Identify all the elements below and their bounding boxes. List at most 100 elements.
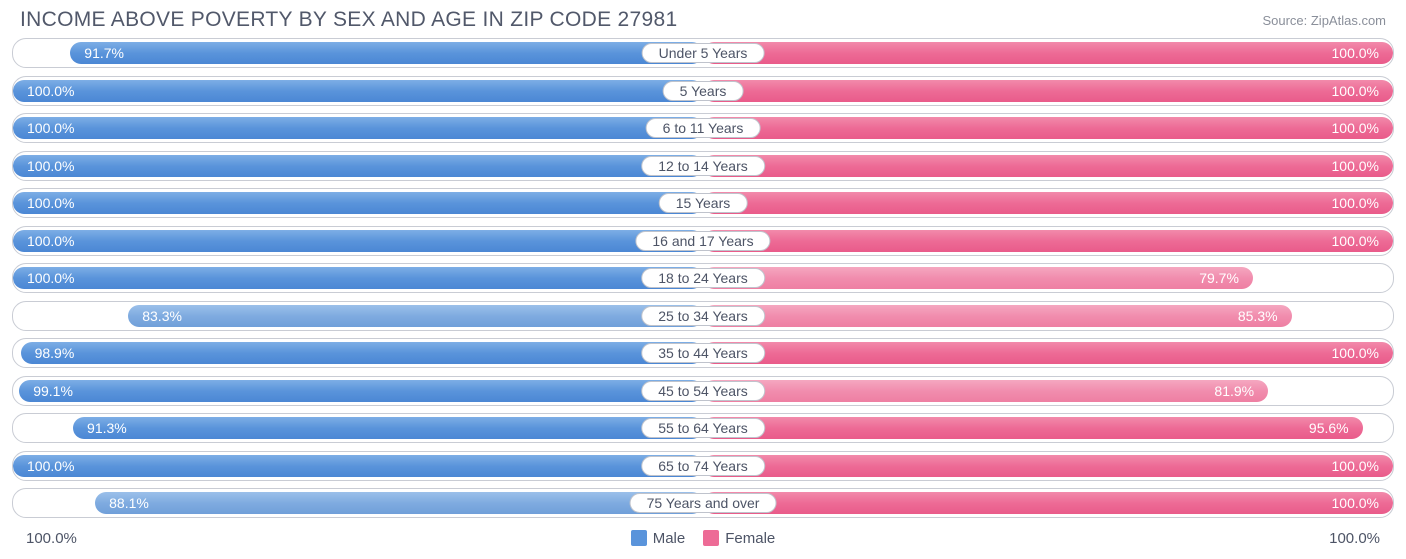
chart-row: 100.0%100.0%12 to 14 Years <box>12 151 1394 181</box>
chart-source: Source: ZipAtlas.com <box>1262 13 1386 28</box>
female-value: 100.0% <box>1332 120 1379 136</box>
female-half: 100.0% <box>703 152 1393 180</box>
male-half: 100.0% <box>13 77 703 105</box>
female-bar: 85.3% <box>703 305 1292 327</box>
age-label: Under 5 Years <box>642 43 765 63</box>
male-value: 99.1% <box>33 383 73 399</box>
male-bar: 91.7% <box>70 42 703 64</box>
male-half: 83.3% <box>13 302 703 330</box>
male-value: 98.9% <box>35 345 75 361</box>
female-half: 100.0% <box>703 77 1393 105</box>
age-label: 45 to 54 Years <box>641 381 765 401</box>
female-value: 79.7% <box>1199 270 1239 286</box>
female-half: 95.6% <box>703 414 1393 442</box>
male-bar: 100.0% <box>13 155 703 177</box>
male-half: 100.0% <box>13 227 703 255</box>
chart-row: 91.3% 95.6% 55 to 64 Years <box>12 413 1394 443</box>
chart-row: 100.0%100.0%15 Years <box>12 188 1394 218</box>
male-value: 100.0% <box>27 270 74 286</box>
female-bar: 100.0% <box>703 230 1393 252</box>
male-bar: 100.0% <box>13 455 703 477</box>
female-value: 100.0% <box>1332 83 1379 99</box>
female-bar: 79.7% <box>703 267 1253 289</box>
female-bar: 100.0% <box>703 492 1393 514</box>
male-half: 100.0% <box>13 452 703 480</box>
female-half: 85.3% <box>703 302 1393 330</box>
female-bar: 81.9% <box>703 380 1268 402</box>
age-label: 6 to 11 Years <box>646 118 761 138</box>
chart-row: 100.0% 100.0% 6 to 11 Years <box>12 113 1394 143</box>
female-bar: 100.0% <box>703 155 1393 177</box>
chart-header: INCOME ABOVE POVERTY BY SEX AND AGE IN Z… <box>0 0 1406 34</box>
chart-row: 100.0%100.0%16 and 17 Years <box>12 226 1394 256</box>
female-half: 79.7% <box>703 264 1393 292</box>
legend-male: Male <box>631 530 686 547</box>
legend-male-label: Male <box>653 530 686 547</box>
chart-row: 99.1% 81.9%45 to 54 Years <box>12 376 1394 406</box>
female-bar: 100.0% <box>703 80 1393 102</box>
male-half: 98.9% <box>13 339 703 367</box>
age-label: 55 to 64 Years <box>641 418 765 438</box>
female-value: 100.0% <box>1332 158 1379 174</box>
female-bar: 100.0% <box>703 455 1393 477</box>
male-half: 100.0% <box>13 114 703 142</box>
legend-female-label: Female <box>725 530 775 547</box>
male-bar: 91.3% <box>73 417 703 439</box>
female-bar: 95.6% <box>703 417 1363 439</box>
male-value: 100.0% <box>27 458 74 474</box>
age-label: 18 to 24 Years <box>641 268 765 288</box>
age-label: 5 Years <box>663 81 744 101</box>
male-bar: 100.0% <box>13 192 703 214</box>
male-bar: 83.3% <box>128 305 703 327</box>
female-value: 100.0% <box>1332 345 1379 361</box>
chart-row: 91.7% 100.0% Under 5 Years <box>12 38 1394 68</box>
female-half: 100.0% <box>703 39 1393 67</box>
female-half: 100.0% <box>703 489 1393 517</box>
male-value: 91.7% <box>84 45 124 61</box>
swatch-female-icon <box>703 530 719 546</box>
male-value: 91.3% <box>87 420 127 436</box>
age-label: 16 and 17 Years <box>635 231 770 251</box>
male-half: 91.7% <box>13 39 703 67</box>
chart-row: 100.0% 100.0% 5 Years <box>12 76 1394 106</box>
male-bar: 99.1% <box>19 380 703 402</box>
male-value: 88.1% <box>109 495 149 511</box>
female-bar: 100.0% <box>703 342 1393 364</box>
chart-row: 98.9% 100.0% 35 to 44 Years <box>12 338 1394 368</box>
chart-title: INCOME ABOVE POVERTY BY SEX AND AGE IN Z… <box>20 8 677 32</box>
female-value: 100.0% <box>1332 458 1379 474</box>
female-bar: 100.0% <box>703 117 1393 139</box>
male-half: 99.1% <box>13 377 703 405</box>
male-half: 100.0% <box>13 152 703 180</box>
female-value: 85.3% <box>1238 308 1278 324</box>
male-value: 100.0% <box>27 120 74 136</box>
age-label: 65 to 74 Years <box>641 456 765 476</box>
male-bar: 88.1% <box>95 492 703 514</box>
chart-row: 100.0% 79.7% 18 to 24 Years <box>12 263 1394 293</box>
age-label: 75 Years and over <box>630 493 777 513</box>
male-bar: 100.0% <box>13 80 703 102</box>
male-bar: 100.0% <box>13 117 703 139</box>
female-value: 95.6% <box>1309 420 1349 436</box>
female-value: 100.0% <box>1332 45 1379 61</box>
legend-female: Female <box>703 530 775 547</box>
male-value: 100.0% <box>27 158 74 174</box>
male-value: 83.3% <box>142 308 182 324</box>
male-value: 100.0% <box>27 233 74 249</box>
male-half: 100.0% <box>13 264 703 292</box>
male-value: 100.0% <box>27 83 74 99</box>
chart-row: 88.1% 100.0%75 Years and over <box>12 488 1394 518</box>
male-half: 91.3% <box>13 414 703 442</box>
age-label: 25 to 34 Years <box>641 306 765 326</box>
male-bar: 100.0% <box>13 230 703 252</box>
female-half: 100.0% <box>703 114 1393 142</box>
axis-label-right: 100.0% <box>1329 530 1380 547</box>
chart-footer: 100.0% Male Female 100.0% <box>0 526 1406 547</box>
chart-row: 83.3% 85.3% 25 to 34 Years <box>12 301 1394 331</box>
axis-label-left: 100.0% <box>26 530 77 547</box>
female-half: 100.0% <box>703 189 1393 217</box>
chart-row: 100.0% 100.0% 65 to 74 Years <box>12 451 1394 481</box>
swatch-male-icon <box>631 530 647 546</box>
age-label: 35 to 44 Years <box>641 343 765 363</box>
female-half: 100.0% <box>703 339 1393 367</box>
